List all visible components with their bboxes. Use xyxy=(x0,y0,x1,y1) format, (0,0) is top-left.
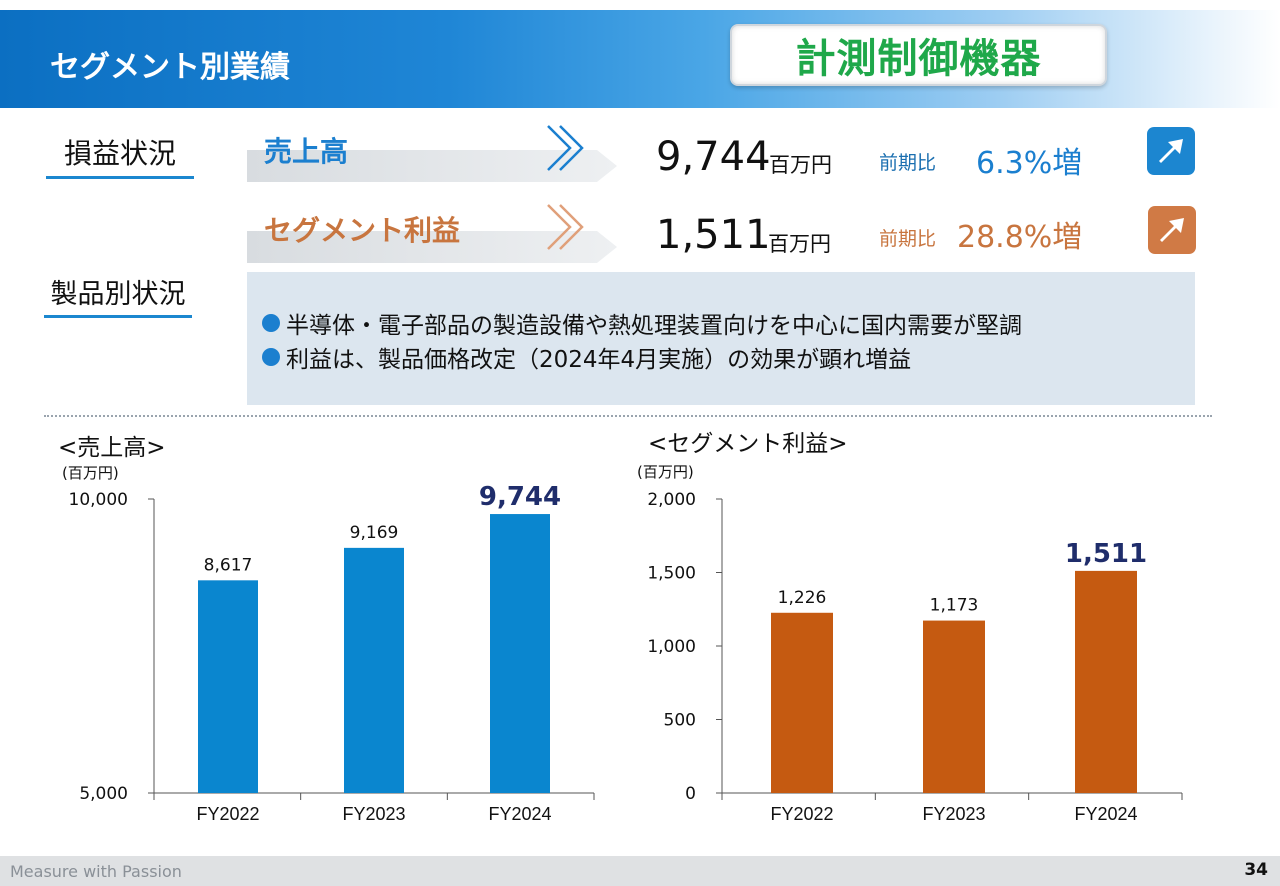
kpi-sales-compare-value: 6.3%増 xyxy=(976,146,1083,181)
profit-y-tick-label: 500 xyxy=(664,711,696,731)
section-divider xyxy=(44,415,1212,417)
profit-bar-value-label: 1,173 xyxy=(930,596,979,616)
sales-y-tick-label: 5,000 xyxy=(79,784,128,804)
product-status-label: 製品別状況 xyxy=(44,272,192,318)
kpi-sales-label: 売上高 xyxy=(264,135,349,168)
sales-bar xyxy=(198,580,258,793)
kpi-sales-unit: 百万円 xyxy=(769,153,832,177)
profit-chart-unit: (百万円) xyxy=(637,463,694,481)
product-notes-box xyxy=(247,272,1195,405)
sales-category-label: FY2023 xyxy=(342,804,405,824)
kpi-profit-pill xyxy=(247,231,617,263)
profit-y-tick-label: 2,000 xyxy=(647,490,696,510)
product-note-text: 半導体・電子部品の製造設備や熱処理装置向けを中心に国内需要が堅調 xyxy=(286,313,1022,339)
profit-bar-value-label: 1,511 xyxy=(1065,539,1147,569)
sales-bar-value-label: 9,744 xyxy=(479,482,561,512)
up-arrow-icon xyxy=(1148,206,1196,254)
profit-y-tick-label: 1,000 xyxy=(647,637,696,657)
profit-bar xyxy=(771,612,833,793)
profit-bar xyxy=(1075,570,1137,793)
footer-bar xyxy=(0,856,1280,886)
up-arrow-icon xyxy=(1147,127,1195,175)
profit-category-label: FY2023 xyxy=(922,804,985,824)
footer-tagline: Measure with Passion xyxy=(10,862,182,881)
profit-bar-value-label: 1,226 xyxy=(778,588,827,608)
sales-bar xyxy=(344,547,404,793)
profit-category-label: FY2024 xyxy=(1074,804,1137,824)
kpi-profit-compare-label: 前期比 xyxy=(879,228,937,250)
product-note-text: 利益は、製品価格改定（2024年4月実施）の効果が顕れ増益 xyxy=(286,347,912,373)
page-number: 34 xyxy=(1244,860,1268,880)
kpi-profit-compare-value: 28.8%増 xyxy=(957,220,1083,255)
profit-chart-title: <セグメント利益> xyxy=(648,431,848,457)
product-note: 利益は、製品価格改定（2024年4月実施）の効果が顕れ増益 xyxy=(262,340,911,374)
kpi-sales-pill xyxy=(247,150,617,182)
profit-loss-label: 損益状況 xyxy=(46,132,194,179)
sales-y-tick-label: 10,000 xyxy=(69,490,128,510)
kpi-profit-label: セグメント利益 xyxy=(264,214,461,247)
kpi-profit-value: 1,511 xyxy=(656,212,771,258)
segment-name-box: 計測制御機器 xyxy=(730,24,1107,86)
profit-y-tick-label: 1,500 xyxy=(647,564,696,584)
bullet-dot-icon xyxy=(262,348,280,366)
profit-category-label: FY2022 xyxy=(770,804,833,824)
product-note: 半導体・電子部品の製造設備や熱処理装置向けを中心に国内需要が堅調 xyxy=(262,306,1022,340)
kpi-sales-compare-label: 前期比 xyxy=(879,152,937,174)
sales-bar-value-label: 8,617 xyxy=(204,555,253,575)
sales-bar-value-label: 9,169 xyxy=(350,523,399,543)
double-chevron-icon xyxy=(547,204,584,250)
sales-bar xyxy=(490,514,550,793)
sales-chart-title: <売上高> xyxy=(58,435,166,461)
sales-category-label: FY2024 xyxy=(488,804,551,824)
charts-canvas: 5,000 10,000 8,617 FY2022 9,169 FY2023 9,744 FY… xyxy=(69,482,1183,824)
kpi-profit-unit: 百万円 xyxy=(768,232,831,256)
profit-bar xyxy=(923,620,985,793)
page-title: セグメント別業績 xyxy=(50,50,290,85)
bullet-dot-icon xyxy=(262,314,280,332)
segment-name: 計測制御機器 xyxy=(795,36,1042,82)
sales-chart-unit: (百万円) xyxy=(62,464,119,482)
sales-category-label: FY2022 xyxy=(196,804,259,824)
profit-y-tick-label: 0 xyxy=(685,784,696,804)
kpi-sales-value: 9,744 xyxy=(656,134,771,180)
double-chevron-icon xyxy=(547,125,584,171)
